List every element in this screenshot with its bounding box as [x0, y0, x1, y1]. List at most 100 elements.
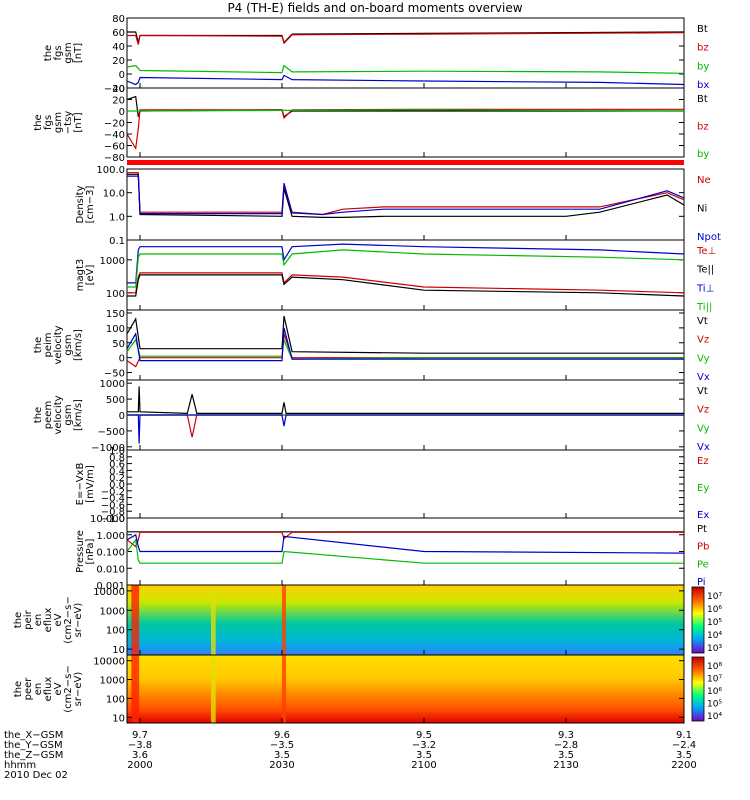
y-tick-label: 10 — [112, 713, 125, 724]
series-line-Vz — [126, 333, 684, 368]
panel-frame — [126, 449, 685, 519]
panel-frame — [126, 17, 685, 89]
series-line-Ni — [127, 173, 685, 218]
y-axis-label: the — [13, 681, 24, 697]
panel-4: 1000 100 magt3 [eV] Te⊥ Te|| Ti⊥ Ti|| — [75, 239, 716, 313]
y-tick-label: 10.000 — [90, 514, 125, 525]
y-axis-label: en — [33, 683, 44, 696]
y-axis-label: peim — [43, 332, 54, 357]
axis-row-value: 9.5 — [416, 730, 432, 741]
legend-entry: Ti|| — [696, 302, 712, 313]
y-tick-label: 1.000 — [96, 531, 125, 542]
y-tick-label: 500 — [106, 395, 125, 406]
axis-row-value: 9.1 — [676, 730, 692, 741]
axis-row-value: 9.3 — [558, 730, 574, 741]
y-axis-label: [km/s] — [73, 329, 84, 361]
legend-entry: Te⊥ — [696, 246, 716, 257]
y-axis-label: [nT] — [73, 112, 84, 132]
series-line-Vx — [127, 414, 684, 444]
series-line-Vt — [126, 315, 684, 354]
y-axis-label: peem — [43, 401, 54, 429]
legend-entry: Ez — [697, 456, 709, 467]
spectrogram-band-0 — [131, 655, 140, 723]
y-axis-label: fgs — [43, 115, 54, 130]
legend-entry: Ne — [697, 175, 711, 186]
legend-entry: Ey — [697, 483, 709, 494]
series-line-Bt — [126, 95, 684, 118]
y-tick-label: 0 — [119, 107, 125, 118]
legend-entry: Vt — [697, 386, 708, 397]
legend-entry: Ti⊥ — [696, 283, 714, 294]
y-tick-label: 0.8 — [109, 453, 125, 464]
axis-row-value: 2100 — [411, 760, 436, 771]
legend-entry: Pt — [697, 524, 707, 535]
y-axis-label: the — [33, 407, 44, 423]
y-tick-label: 0 — [119, 70, 125, 81]
series-line-Vx — [126, 327, 684, 362]
y-axis-label: velocity — [53, 395, 64, 434]
colorbar-tick-label: 10⁵ — [707, 700, 722, 710]
legend-entry: Vx — [697, 372, 710, 383]
legend-entry: Vx — [697, 442, 710, 453]
axis-row-value: 2130 — [553, 760, 578, 771]
spectrogram-band-1 — [282, 585, 287, 655]
y-axis-label: sr−eV) — [73, 603, 84, 638]
legend-entry: Bt — [697, 94, 708, 105]
y-tick-label: 20 — [112, 56, 125, 67]
legend-entry: Npot — [697, 232, 721, 243]
legend-entry: Vt — [697, 316, 708, 327]
legend-entry: Ni — [697, 204, 707, 215]
y-tick-label: 100 — [106, 626, 125, 637]
axis-row-value: 3.5 — [416, 750, 432, 761]
y-tick-label: 10000 — [93, 657, 125, 668]
series-line-Vt — [127, 386, 684, 415]
axis-row-value: 9.7 — [132, 730, 148, 741]
y-tick-label: −0.6 — [101, 500, 125, 511]
axis-row-value: −2.8 — [554, 740, 578, 751]
legend-entry: Pi — [697, 577, 706, 588]
y-tick-label: 40 — [112, 84, 125, 95]
y-tick-label: −40 — [104, 130, 125, 141]
y-axis-label: (cm2−s− — [63, 596, 74, 643]
axis-row-value: −3.2 — [412, 740, 436, 751]
panel-5: 150 100 50 0 −50 the peim velocity gsm [km/s] Vt Vz… — [33, 309, 710, 383]
y-axis-label: [nT] — [73, 43, 84, 63]
legend-entry: Pe — [697, 559, 709, 570]
axis-row-label: the_Y−GSM — [4, 740, 63, 751]
y-axis-label: gsm — [53, 112, 64, 133]
legend-entry: bz — [697, 122, 709, 133]
y-tick-label: −50 — [104, 369, 125, 380]
y-tick-label: 100 — [106, 324, 125, 335]
axis-row-value: 3.5 — [274, 750, 290, 761]
y-axis-label: gsm — [63, 42, 74, 63]
y-tick-label: −20 — [104, 119, 125, 130]
y-tick-label: −500 — [98, 427, 125, 438]
y-axis-label: [mV/m] — [85, 465, 96, 503]
y-tick-label: −0.8 — [101, 507, 125, 518]
axis-row-value: 2000 — [127, 760, 152, 771]
y-tick-label: −1.0 — [101, 514, 125, 525]
y-axis-label: (cm2−s− — [63, 665, 74, 712]
series-line-Ne — [127, 172, 685, 216]
y-tick-label: −0.2 — [101, 487, 125, 498]
axis-row-value: 3.5 — [558, 750, 574, 761]
colorbar-tick-label: 10⁸ — [707, 662, 722, 672]
y-tick-label: 0.6 — [109, 460, 125, 471]
legend-entry: bz — [697, 43, 709, 54]
axis-row-value: 3.6 — [132, 750, 148, 761]
y-axis-label: velocity — [53, 325, 64, 364]
panel-1: 80 60 40 20 0 −20 the fgs gsm [nT] Bt bz by bx — [43, 14, 709, 95]
series-line-Ti|| — [127, 249, 685, 288]
y-tick-label: 0.2 — [109, 473, 125, 484]
y-axis-label: peer — [23, 677, 34, 701]
series-line-Vy — [126, 337, 684, 360]
spectrogram-ion — [127, 585, 684, 655]
legend-entry: Pb — [697, 542, 709, 553]
panel-10: 10⁸ 10⁷ 10⁶ 10⁵ 10⁴ 10000 1000 100 10 the peer en ef… — [13, 654, 722, 724]
y-axis-label: E=−VxB — [75, 463, 86, 506]
y-axis-label: [cm−3] — [85, 186, 96, 224]
y-tick-label: 100.0 — [96, 165, 125, 176]
y-axis-label: gsm — [63, 404, 74, 425]
axis-row-value: 2200 — [671, 760, 696, 771]
y-axis-label: the — [33, 337, 44, 353]
